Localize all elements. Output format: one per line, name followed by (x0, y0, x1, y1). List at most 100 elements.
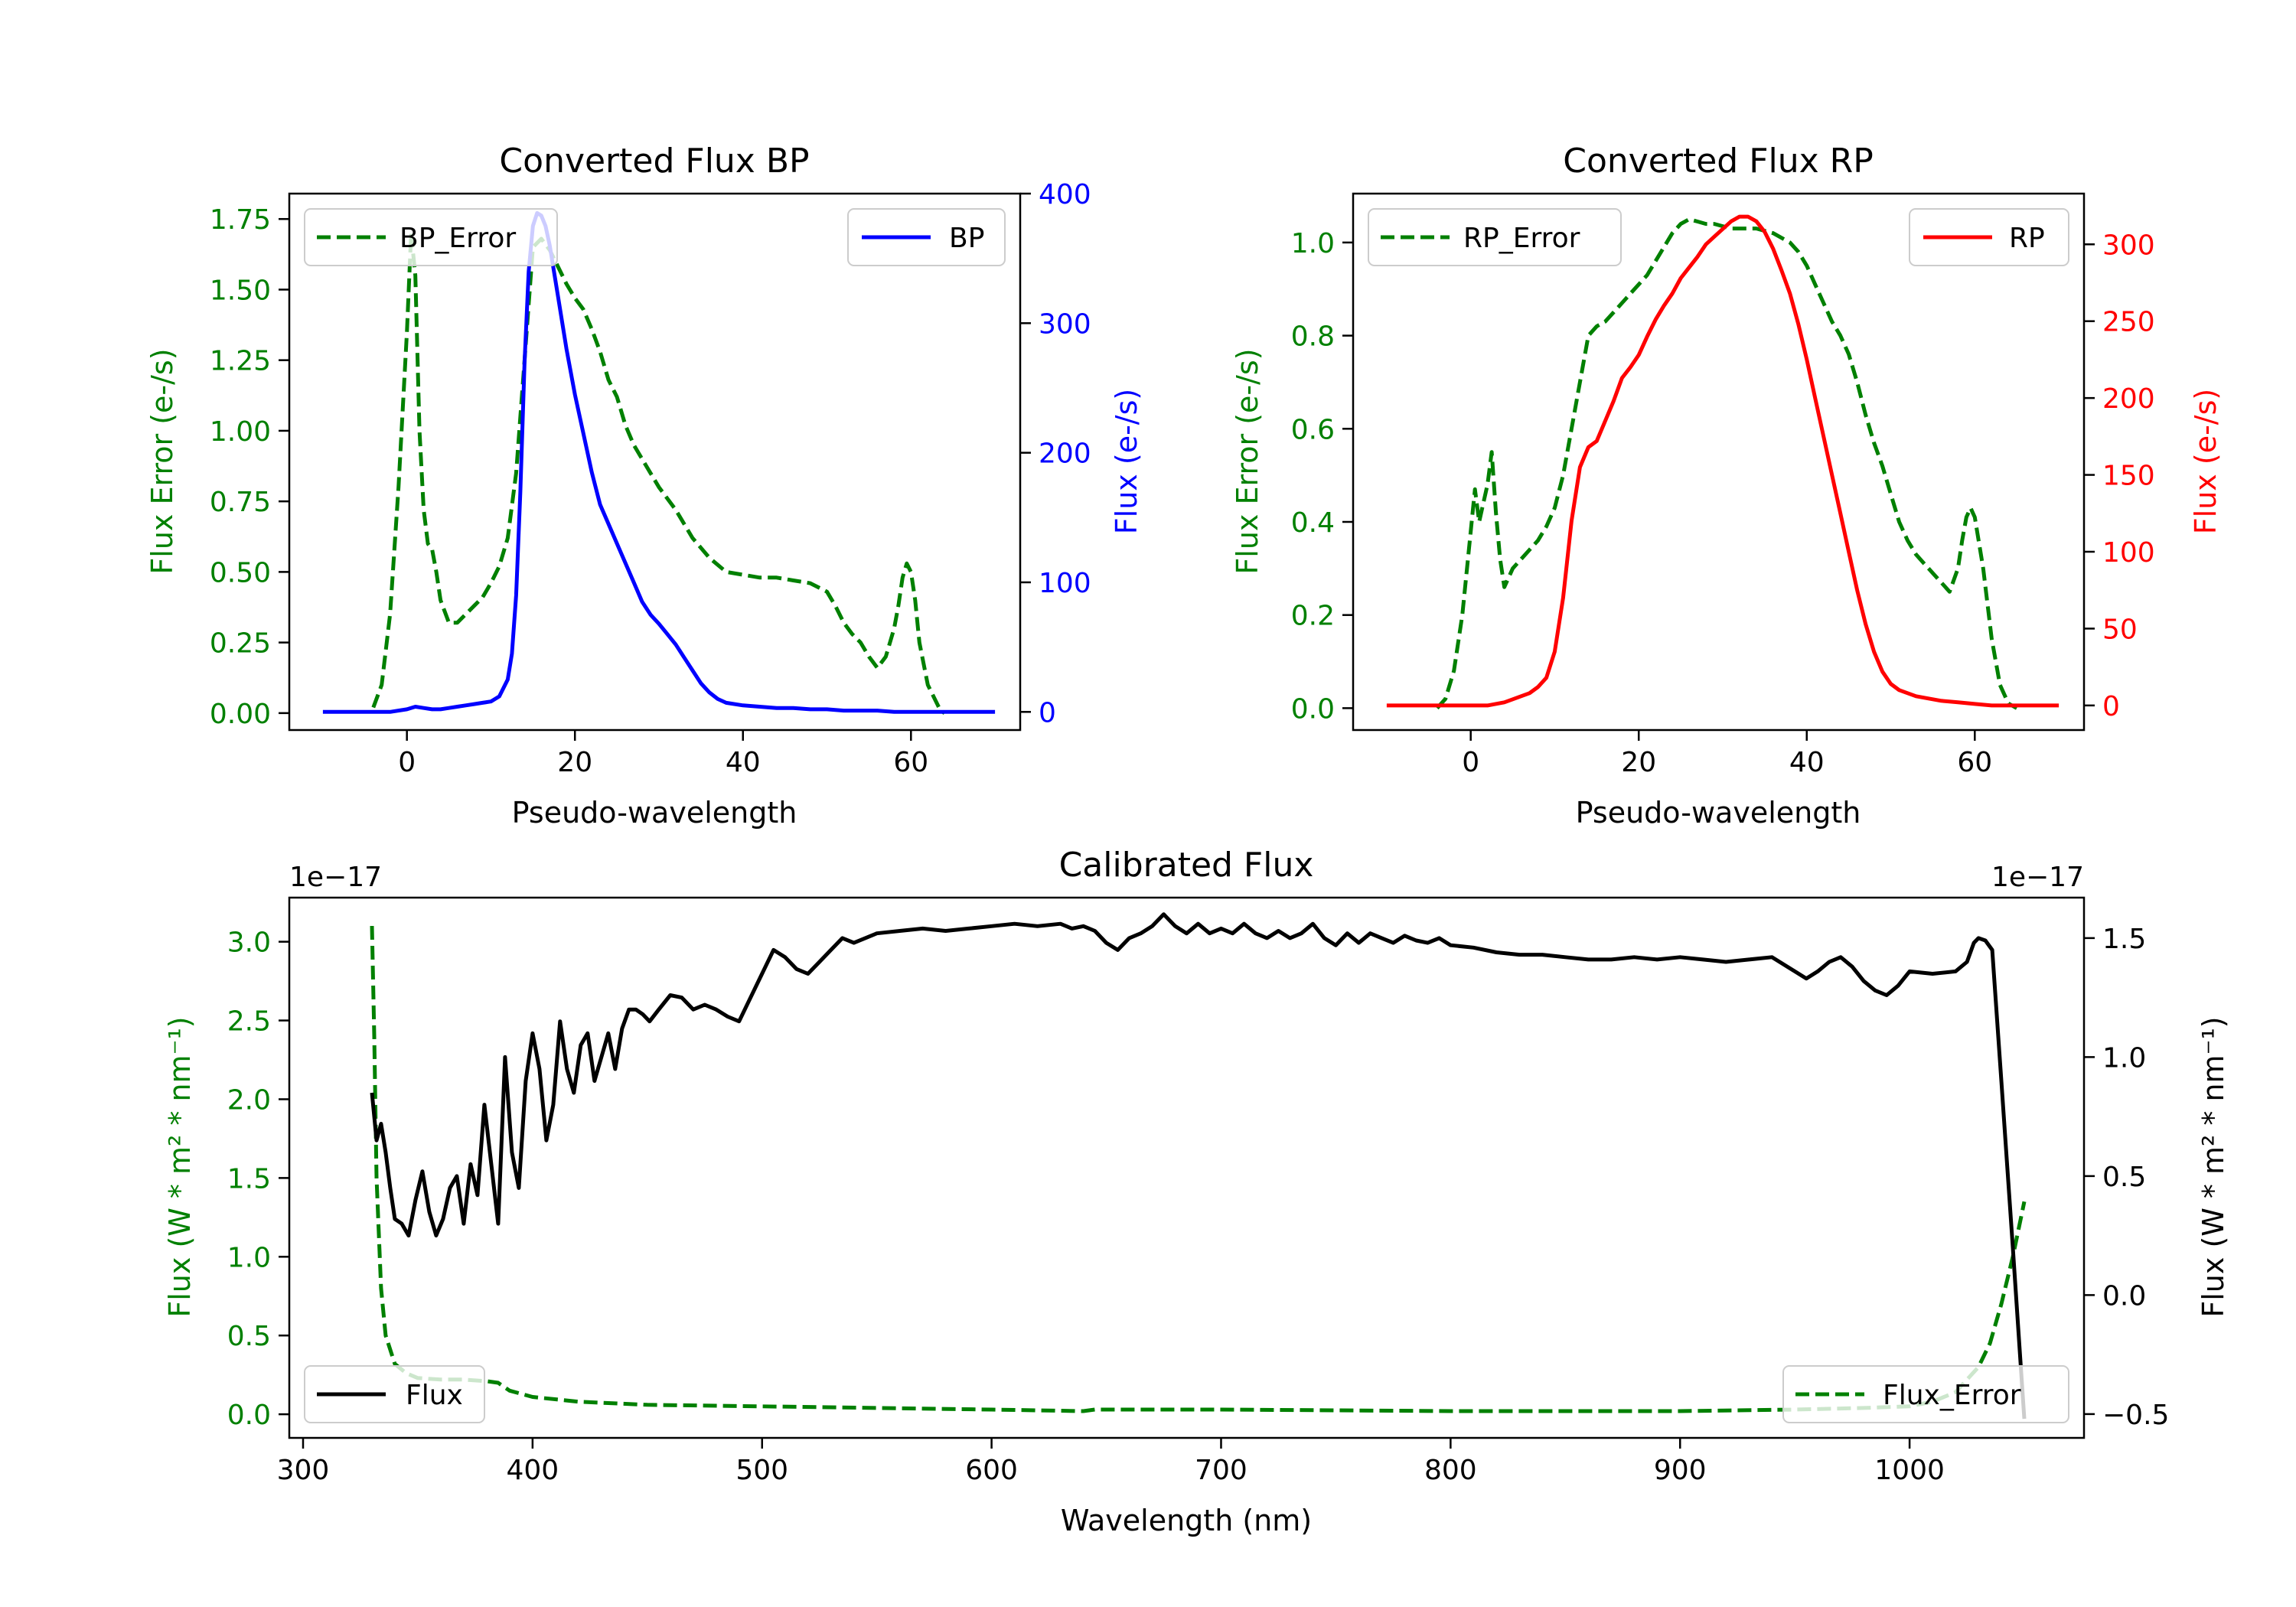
cal-x-tick-label: 300 (277, 1455, 330, 1486)
rp-y-left-tick-label: 0.2 (1291, 601, 1335, 632)
bp-legend: BP (847, 208, 1006, 266)
rp-x-tick-label: 0 (1462, 747, 1479, 778)
cal-x-tick-label: 600 (965, 1455, 1018, 1486)
bp-axes-frame (288, 192, 1022, 732)
bp-series-lines (322, 210, 996, 715)
bp-y-left-tick-label: 0.75 (210, 487, 271, 518)
cal-series-lines (370, 912, 2027, 1420)
bp-bp-line (322, 210, 996, 714)
rp-y-left-tick-label: 0.0 (1291, 693, 1335, 725)
rp-y-right-tick-label: 100 (2102, 537, 2155, 569)
rp-y-right-tick-label: 250 (2102, 307, 2155, 338)
bp-bp-error-line (371, 231, 946, 715)
bp-y-left-label: Flux Error (e-/s) (145, 348, 179, 574)
rp-title: Converted Flux RP (1563, 142, 1874, 181)
bp-y-left-tick-label: 0.00 (210, 699, 271, 730)
rp-x-tick-label: 20 (1621, 747, 1656, 778)
rp-axes-frame (1352, 192, 2086, 732)
rp-y-right-tick-label: 0 (2102, 691, 2120, 722)
cal-x-tick-label: 400 (507, 1455, 559, 1486)
panel-bp: Converted Flux BP 0 20 40 60 0.00 0.25 0.50 0.… (145, 142, 1143, 830)
rp-x-ticks: 0 20 40 60 (1462, 730, 1992, 778)
bp-x-label: Pseudo-wavelength (512, 796, 797, 830)
rp-y-right-label: Flux (e-/s) (2189, 389, 2223, 534)
cal-flux-legend-label: Flux (406, 1380, 463, 1411)
cal-y-left-tick-label: 0.0 (227, 1400, 271, 1431)
bp-y-right-tick-label: 100 (1039, 568, 1091, 599)
rp-series-lines (1386, 214, 2060, 710)
rp-y-left-tick-label: 0.6 (1291, 414, 1335, 445)
rp-error-legend-label: RP_Error (1463, 223, 1580, 254)
cal-error-legend: Flux_Error (1782, 1365, 2069, 1423)
rp-x-tick-label: 40 (1789, 747, 1825, 778)
bp-y-right-label: Flux (e-/s) (1110, 389, 1143, 534)
rp-y-right-ticks: 0 50 100 150 200 250 300 (2084, 230, 2155, 722)
rp-y-left-label: Flux Error (e-/s) (1231, 348, 1264, 574)
rp-error-legend: RP_Error (1368, 208, 1622, 266)
bp-legend-label: BP (949, 223, 984, 254)
cal-right-offset-label: 1e−17 (1991, 862, 2084, 893)
cal-title: Calibrated Flux (1059, 846, 1314, 885)
bp-y-left-tick-label: 1.00 (210, 416, 271, 448)
panel-rp: Converted Flux RP 0 20 40 60 0.00.20.40.60.… (1231, 142, 2223, 830)
rp-y-right-tick-label: 300 (2102, 230, 2155, 261)
cal-y-left-tick-label: 2.0 (227, 1084, 271, 1116)
bp-y-right-tick-label: 300 (1039, 308, 1091, 340)
bp-x-tick-label: 0 (398, 747, 416, 778)
bp-error-legend: BP_Error (304, 208, 558, 266)
rp-legend: RP (1909, 208, 2069, 266)
cal-y-right-label: Flux (W * m² * nm⁻¹) (2197, 1016, 2230, 1317)
rp-y-right-tick-label: 150 (2102, 461, 2155, 492)
cal-x-tick-label: 1000 (1874, 1455, 1945, 1486)
cal-y-left-tick-label: 1.0 (227, 1242, 271, 1273)
cal-flux-error-line (370, 925, 2027, 1413)
cal-error-legend-label: Flux_Error (1883, 1380, 2021, 1411)
bp-y-left-tick-label: 1.75 (210, 204, 271, 236)
bp-y-right-tick-label: 400 (1039, 179, 1091, 210)
bp-x-tick-label: 40 (726, 747, 761, 778)
cal-flux-line (370, 912, 2027, 1420)
cal-x-ticks: 300 400 500 600 700 800 900 1000 (277, 1438, 1945, 1486)
rp-y-right-tick-label: 200 (2102, 383, 2155, 415)
cal-y-right-tick-label: 0.5 (2102, 1162, 2146, 1193)
rp-rp-error-line (1435, 217, 2018, 710)
cal-left-offset-label: 1e−17 (289, 862, 382, 893)
bp-y-left-tick-label: 0.25 (210, 628, 271, 660)
cal-y-right-tick-label: −0.5 (2102, 1400, 2169, 1431)
bp-x-tick-label: 20 (557, 747, 592, 778)
cal-y-left-tick-label: 1.5 (227, 1163, 271, 1195)
cal-x-label: Wavelength (nm) (1061, 1504, 1312, 1537)
cal-x-tick-label: 900 (1654, 1455, 1707, 1486)
cal-y-left-ticks: 0.0 0.5 1.0 1.5 2.0 2.5 3.0 (227, 927, 289, 1431)
cal-y-left-tick-label: 0.5 (227, 1321, 271, 1352)
bp-y-left-tick-label: 1.50 (210, 275, 271, 306)
rp-y-left-ticks: 0.0 0.2 0.4 0.6 0.8 1.0 (1291, 228, 1353, 725)
cal-y-right-tick-label: 1.5 (2102, 924, 2146, 955)
bp-y-right-tick-label: 200 (1039, 438, 1091, 470)
bp-y-left-tick-label: 0.50 (210, 557, 271, 588)
cal-y-left-tick-label: 2.5 (227, 1006, 271, 1038)
bp-x-tick-label: 60 (893, 747, 928, 778)
bp-x-ticks: 0 20 40 60 (398, 730, 928, 778)
cal-x-tick-label: 700 (1195, 1455, 1247, 1486)
bp-title: Converted Flux BP (499, 142, 809, 181)
rp-x-label: Pseudo-wavelength (1576, 796, 1861, 830)
bp-error-legend-label: BP_Error (400, 223, 516, 254)
cal-y-right-tick-label: 0.0 (2102, 1280, 2146, 1312)
panel-calibrated: Calibrated Flux 1e−17 1e−17 300 400 500 600… (163, 846, 2230, 1537)
rp-legend-label: RP (2009, 223, 2045, 254)
cal-flux-legend: Flux (304, 1365, 485, 1423)
cal-x-tick-label: 500 (735, 1455, 788, 1486)
cal-y-left-tick-label: 3.0 (227, 927, 271, 959)
cal-axes-frame (288, 896, 2086, 1439)
rp-y-left-tick-label: 0.4 (1291, 507, 1335, 539)
rp-rp-line (1386, 214, 2060, 708)
cal-x-tick-label: 800 (1424, 1455, 1477, 1486)
rp-y-right-tick-label: 50 (2102, 614, 2138, 645)
bp-y-right-tick-label: 0 (1039, 697, 1056, 729)
bp-y-right-ticks: 0 100 200 300 400 (1020, 179, 1091, 729)
cal-y-right-tick-label: 1.0 (2102, 1042, 2146, 1074)
bp-y-left-ticks: 0.00 0.25 0.50 0.75 1.00 1.25 1.50 1.75 (210, 204, 289, 730)
rp-y-left-tick-label: 0.8 (1291, 321, 1335, 353)
